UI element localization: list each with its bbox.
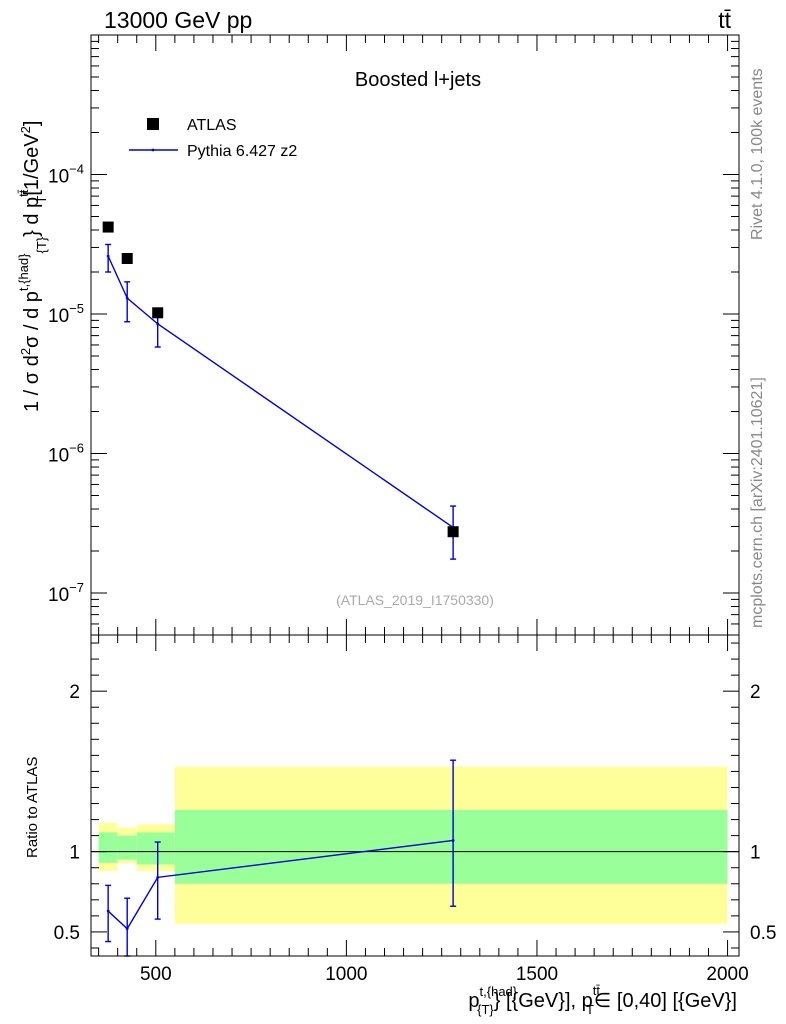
atlas-data-point xyxy=(102,221,114,233)
main-y-tick-labels: 10−4 10−5 10−6 10−7 xyxy=(48,162,84,607)
legend-pythia-label: Pythia 6.427 z2 xyxy=(187,143,297,160)
x-tick-label: 500 xyxy=(140,964,172,985)
pythia-line xyxy=(107,255,454,529)
main-y-axis-label: 1 / σ d2σ / d pt,{had}{T}} d ptt̄T[1/GeV… xyxy=(16,121,49,412)
pythia-series xyxy=(105,243,457,560)
ratio-y-tick-label-right: 2 xyxy=(750,682,761,703)
ratio-green-band xyxy=(98,832,118,863)
main-y-tick-label: 10−7 xyxy=(48,580,84,606)
legend-atlas-label: ATLAS xyxy=(187,117,237,134)
ratio-plot-frame xyxy=(90,634,740,957)
ratio-pythia-series xyxy=(105,759,457,957)
ratio-pythia-point xyxy=(106,909,110,913)
ratio-y-tick-label-right: 1 xyxy=(750,843,761,864)
ratio-y-tick-label-right: 0.5 xyxy=(750,923,776,944)
pythia-point xyxy=(106,254,110,258)
ratio-uncertainty-bands xyxy=(98,766,728,924)
main-y-tick-label: 10−6 xyxy=(48,441,84,467)
x-tick-labels: 500 1000 1500 2000 xyxy=(140,964,749,985)
pythia-point xyxy=(156,322,160,326)
ratio-green-band xyxy=(136,832,175,865)
x-axis-label: pt,{had} {T}} [{GeV}], ptt̄ T∈ [0,40] [{Ge… xyxy=(468,983,737,1017)
pythia-point xyxy=(125,296,129,300)
x-tick-label: 1500 xyxy=(516,964,558,985)
main-y-tick-label: 10−5 xyxy=(48,301,84,327)
ratio-pythia-point xyxy=(156,875,160,879)
ratio-green-band xyxy=(117,835,137,860)
x-tick-label: 2000 xyxy=(706,964,748,985)
energy-label: 13000 GeV pp xyxy=(104,7,252,33)
ratio-y-tick-label: 0.5 xyxy=(54,923,80,944)
mcplots-label: mcplots.cern.ch [arXiv:2401.10621] xyxy=(749,377,766,628)
ratio-y-axis-label: Ratio to ATLAS xyxy=(24,757,41,858)
ratio-y-tick-label: 1 xyxy=(69,843,80,864)
process-label: tt̄ xyxy=(718,7,731,33)
x-tick-label: 1000 xyxy=(325,964,367,985)
ratio-axis-ticks xyxy=(91,635,739,956)
legend-atlas-marker xyxy=(147,118,159,130)
atlas-data-point xyxy=(121,252,133,264)
main-y-tick-label: 10−4 xyxy=(48,162,84,188)
main-axis-ticks xyxy=(91,34,739,636)
analysis-watermark: (ATLAS_2019_I1750330) xyxy=(336,592,494,608)
ratio-y-tick-label: 2 xyxy=(69,682,80,703)
atlas-data-point xyxy=(152,307,164,319)
plot-title: Boosted l+jets xyxy=(355,69,481,91)
ratio-pythia-point xyxy=(451,839,455,842)
ratio-pythia-point xyxy=(125,927,129,931)
atlas-series xyxy=(102,221,459,538)
atlas-data-point xyxy=(447,526,459,538)
ratio-green-band xyxy=(174,809,728,884)
rivet-label: Rivet 4.1.0, 100k events xyxy=(749,68,766,240)
ratio-pythia-line xyxy=(107,839,454,930)
main-plot-panel: 10−4 10−5 10−6 10−7 Boosted l+jets (ATLAS_2… xyxy=(16,34,740,636)
ratio-y-tick-labels: 0.5 0.5 1 1 2 2 xyxy=(54,682,777,944)
legend-pythia-marker xyxy=(151,148,155,152)
legend: ATLAS Pythia 6.427 z2 xyxy=(129,117,297,160)
ratio-plot-panel: 0.5 0.5 1 1 2 2 500 1000 1500 2000 Ratio to ATLA… xyxy=(24,634,777,1017)
